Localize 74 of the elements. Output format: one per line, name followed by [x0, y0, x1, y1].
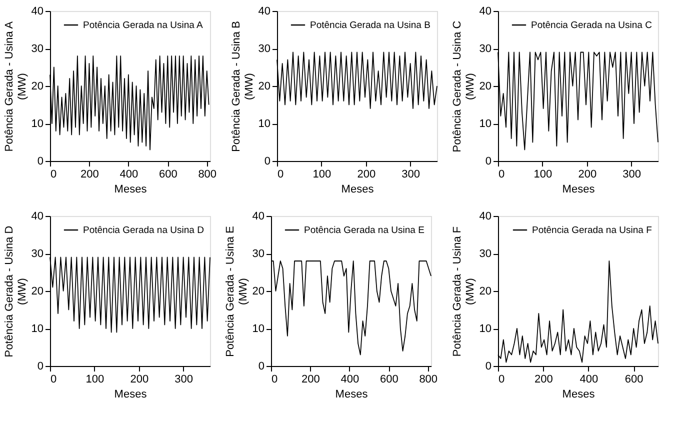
x-tick-label: 0	[50, 168, 57, 180]
x-tick-label: 100	[312, 168, 332, 180]
y-tick-label: 20	[479, 80, 492, 92]
x-tick-label: 100	[534, 168, 552, 180]
x-axis-title: Meses	[114, 388, 148, 400]
y-tick-label: 20	[252, 286, 264, 298]
x-tick-label: 600	[380, 374, 398, 386]
x-tick-label: 0	[272, 374, 278, 386]
x-tick-label: 600	[624, 374, 644, 386]
legend-label: Potência Gerada na Usina E	[304, 225, 424, 236]
x-tick-label: 300	[402, 168, 420, 180]
x-tick-label: 200	[80, 168, 99, 180]
legend-label: Potência Gerada na Usina C	[531, 20, 652, 31]
y-tick-label: 20	[479, 286, 492, 298]
x-tick-label: 200	[578, 168, 597, 180]
y-tick-label: 40	[252, 210, 264, 222]
y-tick-label: 40	[258, 6, 270, 18]
x-tick-label: 400	[580, 374, 598, 386]
y-tick-label: 10	[479, 323, 492, 335]
y-tick-label: 0	[485, 360, 492, 372]
x-tick-label: 200	[534, 374, 553, 386]
y-tick-label: 10	[258, 118, 270, 130]
x-axis-title: Meses	[341, 184, 374, 196]
x-axis-title: Meses	[335, 388, 368, 400]
y-tick-label: 30	[479, 43, 492, 55]
y-tick-label: 0	[37, 156, 44, 168]
y-axis-title: Potência Gerada - Usina D (MW)	[3, 226, 28, 358]
y-tick-label: 40	[479, 6, 492, 18]
y-tick-label: 30	[31, 248, 44, 260]
x-tick-label: 400	[340, 374, 360, 386]
x-tick-label: 200	[357, 168, 376, 180]
x-axis-title: Meses	[562, 388, 596, 400]
x-tick-label: 100	[86, 374, 104, 386]
y-axis-title: Potência Gerada - Usina F (MW)	[451, 226, 476, 357]
y-tick-label: 0	[264, 156, 270, 168]
x-tick-label: 300	[174, 374, 194, 386]
x-tick-label: 600	[158, 168, 178, 180]
y-tick-label: 20	[31, 80, 44, 92]
y-tick-label: 40	[31, 6, 44, 18]
y-tick-label: 10	[31, 323, 44, 335]
x-tick-label: 800	[419, 374, 438, 386]
legend-label: Potência Gerada na Usina F	[532, 225, 652, 236]
y-tick-label: 30	[31, 43, 44, 55]
y-tick-label: 30	[252, 248, 264, 260]
x-tick-label: 0	[50, 374, 57, 386]
y-axis-title: Potência Gerada - Usina E (MW)	[224, 226, 250, 357]
y-tick-label: 40	[479, 210, 492, 222]
x-tick-label: 0	[278, 168, 284, 180]
y-tick-label: 0	[37, 360, 44, 372]
x-tick-label: 0	[498, 374, 505, 386]
y-axis-title: Potência Gerada - Usina A (MW)	[3, 20, 28, 152]
legend-label: Potência Gerada na Usina A	[83, 20, 204, 31]
y-tick-label: 10	[479, 118, 492, 130]
y-tick-label: 30	[258, 43, 270, 55]
y-tick-label: 0	[485, 156, 492, 168]
y-tick-label: 40	[31, 210, 44, 222]
x-tick-label: 300	[622, 168, 642, 180]
x-tick-label: 800	[198, 168, 217, 180]
x-axis-title: Meses	[114, 184, 148, 196]
y-axis-title: Potência Gerada - Usina B (MW)	[230, 21, 256, 152]
y-tick-label: 20	[31, 286, 44, 298]
legend-label: Potência Gerada na Usina D	[83, 225, 204, 236]
x-tick-label: 200	[130, 374, 149, 386]
legend-label: Potência Gerada na Usina B	[310, 20, 430, 31]
y-tick-label: 10	[252, 323, 264, 335]
y-axis-title: Potência Gerada - Usina C (MW)	[451, 20, 476, 152]
x-tick-label: 400	[120, 168, 138, 180]
x-axis-title: Meses	[562, 184, 596, 196]
y-tick-label: 30	[479, 248, 492, 260]
y-tick-label: 10	[31, 118, 44, 130]
x-tick-label: 200	[302, 374, 320, 386]
y-tick-label: 20	[258, 80, 270, 92]
x-tick-label: 0	[498, 168, 505, 180]
y-tick-label: 0	[258, 360, 264, 372]
